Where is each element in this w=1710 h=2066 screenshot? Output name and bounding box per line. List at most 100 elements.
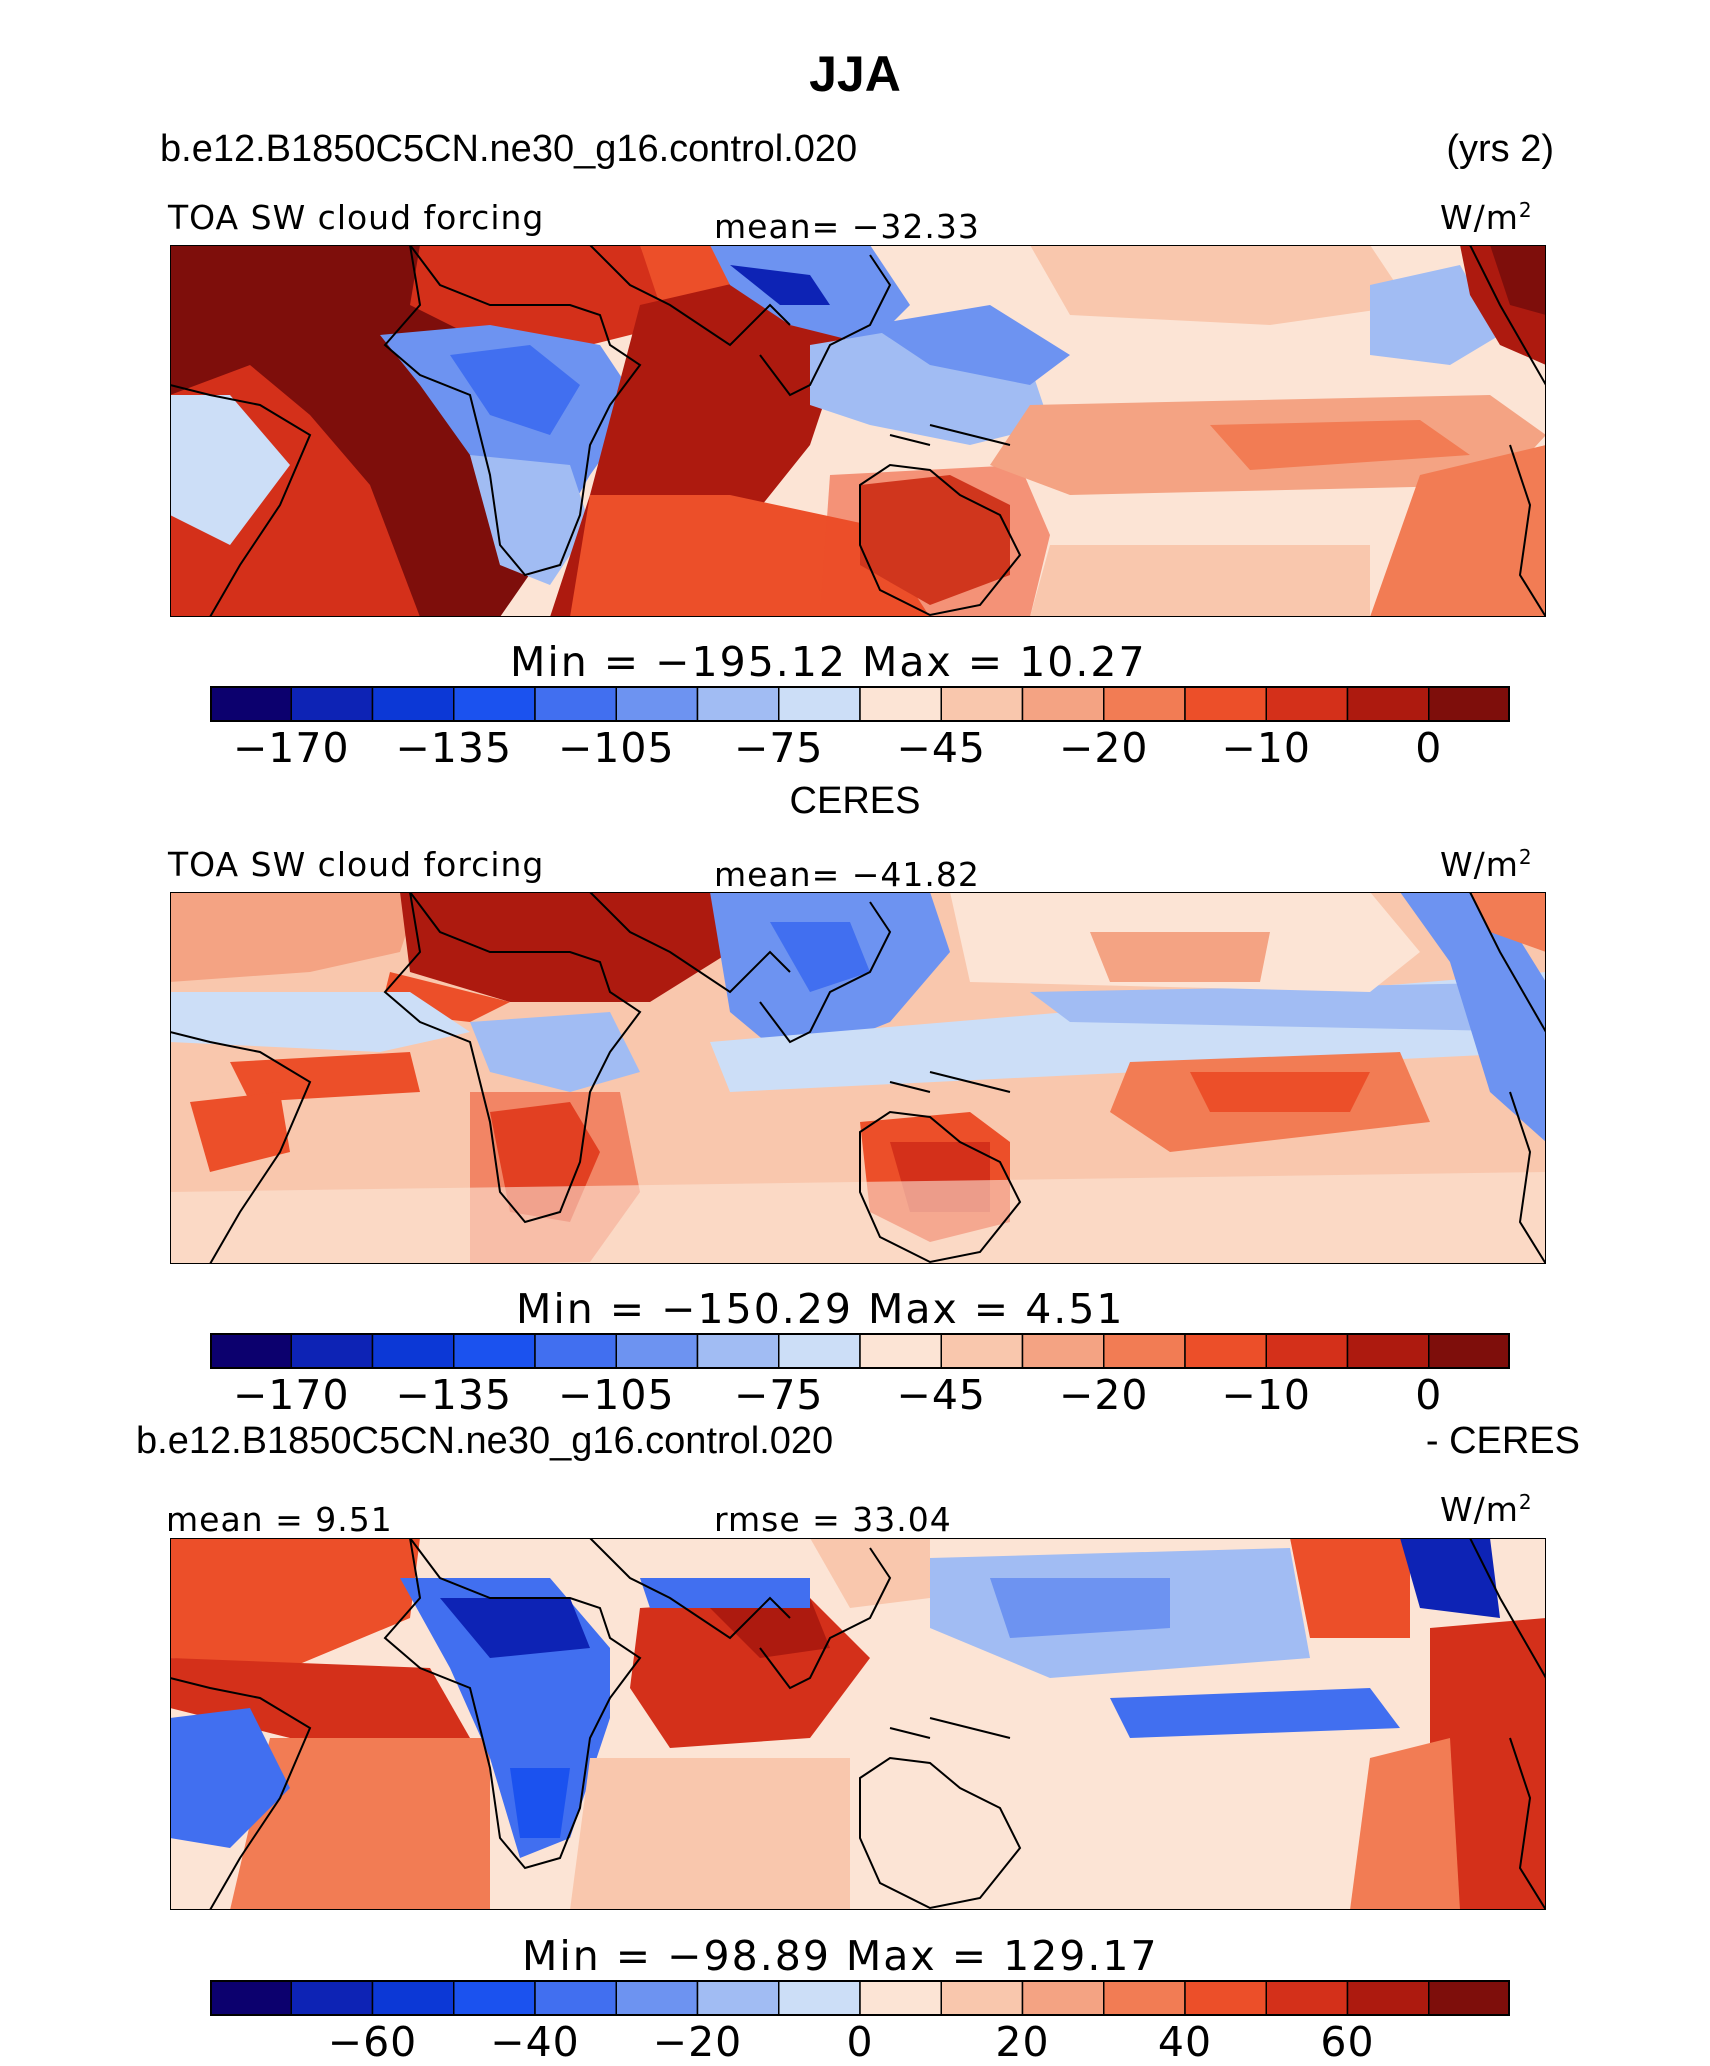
panel3-case-title: b.e12.B1850C5CN.ne30_g16.control.020	[136, 1420, 834, 1462]
colorbar-swatch	[1428, 1980, 1510, 2016]
region-australia	[860, 1768, 1010, 1898]
region-north-atl	[170, 1538, 420, 1668]
colorbar-swatch	[534, 686, 617, 722]
panel3-map	[170, 1538, 1546, 1910]
region-tropical-africa-core	[450, 345, 580, 435]
region-south-africa	[470, 455, 590, 585]
region-wpac-blue	[870, 305, 1070, 385]
colorbar-swatch	[1184, 1980, 1267, 2016]
colorbar-swatch	[940, 1333, 1024, 1369]
colorbar-tick-label: −170	[232, 1371, 350, 1419]
region-epac-blue	[1370, 265, 1500, 365]
region-atl-red	[230, 1052, 420, 1102]
colorbar-border	[210, 1980, 1510, 2016]
region-spac-core	[1190, 1072, 1370, 1112]
region-npac-red	[1290, 1538, 1410, 1638]
colorbar-tick-label: −75	[733, 1371, 824, 1419]
colorbar-swatch	[859, 1980, 942, 2016]
panel1-minmax: Min = −195.12 Max = 10.27	[510, 638, 1147, 686]
region-sahara	[400, 892, 730, 1002]
colorbar-tick-label: 0	[1415, 1371, 1443, 1419]
region-s-atl	[230, 1738, 490, 1910]
colorbar-swatch	[371, 686, 455, 722]
panel1-map	[170, 245, 1546, 617]
panel3-mean-label: mean = 9.51	[166, 1500, 393, 1539]
colorbar-swatch	[1346, 1333, 1430, 1369]
colorbar-tick-label: 60	[1320, 2018, 1375, 2066]
colorbar-tick-label: −20	[1058, 724, 1149, 772]
colorbar-swatch	[1103, 686, 1186, 722]
colorbar-swatch	[615, 1333, 699, 1369]
colorbar-tick-label: 0	[846, 2018, 874, 2066]
colorbar-swatch	[1184, 1333, 1267, 1369]
region-brazil	[170, 1708, 290, 1848]
region-cpac-core	[1210, 420, 1470, 470]
region-itcz	[1110, 1688, 1400, 1738]
colorbar-swatch	[1265, 686, 1349, 722]
panel3-colorbar	[210, 1980, 1510, 2016]
coastlines	[170, 892, 1546, 1264]
region-africa-south	[510, 1768, 570, 1838]
region-npac	[1030, 245, 1410, 325]
panel1-colorbar	[210, 686, 1510, 722]
colorbar-swatch	[1021, 1980, 1105, 2016]
colorbar-swatch	[371, 1980, 455, 2016]
region-se-pac-light	[1030, 545, 1370, 617]
colorbar-tick-label: −135	[395, 724, 513, 772]
colorbar-swatch	[210, 1333, 292, 1369]
region-epac-blue	[1400, 892, 1546, 1142]
panel2-map	[170, 892, 1546, 1264]
region-tropical-atl	[170, 992, 470, 1052]
region-brazil	[190, 1092, 290, 1172]
coastlines	[170, 1538, 1546, 1910]
colorbar-swatch	[778, 1333, 861, 1369]
colorbar-tick-label: −135	[395, 1371, 513, 1419]
panel2-colorbar	[210, 1333, 1510, 1369]
region-asia-strip	[640, 1578, 810, 1608]
region-central-america	[1470, 892, 1546, 952]
colorbar-tick-label: 20	[995, 2018, 1050, 2066]
region-npac-orange	[1090, 932, 1270, 982]
region-caribbean-core	[1490, 245, 1546, 315]
colorbar-tick-label: −40	[490, 2018, 580, 2066]
colorbar-border	[210, 686, 1510, 722]
panel1-period: (yrs 2)	[1446, 128, 1554, 170]
panel2-title: CERES	[789, 780, 921, 822]
colorbar-swatch	[696, 686, 780, 722]
region-china-deep	[730, 265, 830, 305]
region-wpac-core	[990, 1578, 1170, 1638]
panel3-suffix: - CERES	[1425, 1420, 1580, 1462]
colorbar-tick-label: 40	[1157, 2018, 1213, 2066]
colorbar-swatch	[1184, 686, 1267, 722]
colorbar-swatch	[210, 1980, 292, 2016]
colorbar-swatch	[615, 1980, 699, 2016]
colorbar-tick-label: 0	[1415, 724, 1443, 772]
colorbar-border	[210, 1333, 1510, 1369]
region-china	[810, 1538, 930, 1608]
region-se-pac	[1370, 445, 1546, 617]
region-india-deep	[710, 1598, 830, 1658]
region-australia-ring	[820, 465, 1050, 617]
panel2-mean-label: mean= −41.82	[714, 855, 980, 894]
panel1-case-title: b.e12.B1850C5CN.ne30_g16.control.020	[160, 128, 858, 170]
region-s-ocean	[170, 1172, 1546, 1264]
colorbar-swatch	[371, 1333, 455, 1369]
colorbar-swatch	[778, 686, 861, 722]
colorbar-swatch	[1103, 1333, 1186, 1369]
colorbar-tick-label: −10	[1221, 1371, 1312, 1419]
colorbar-swatch	[534, 1333, 617, 1369]
colorbar-swatch	[210, 686, 292, 722]
colorbar-swatch	[1428, 1333, 1510, 1369]
panel2-minmax: Min = −150.29 Max = 4.51	[516, 1285, 1125, 1333]
region-brazil	[170, 395, 290, 545]
region-se-pac	[1430, 1618, 1546, 1910]
region-africa-deep	[440, 1598, 590, 1658]
colorbar-swatch	[696, 1980, 780, 2016]
colorbar-tick-label: −20	[652, 2018, 743, 2066]
colorbar-tick-label: −10	[1221, 724, 1312, 772]
colorbar-tick-label: −45	[896, 724, 987, 772]
colorbar-swatch	[534, 1980, 617, 2016]
panel3-units: W/m2	[1440, 1490, 1533, 1529]
colorbar-swatch	[453, 1333, 536, 1369]
colorbar-tick-label: −105	[557, 724, 675, 772]
